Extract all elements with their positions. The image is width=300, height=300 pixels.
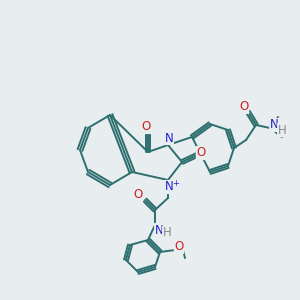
Text: +: +: [172, 178, 179, 188]
Text: N: N: [165, 131, 173, 145]
Text: N: N: [165, 181, 173, 194]
Text: O: O: [239, 100, 249, 113]
Text: O: O: [141, 121, 151, 134]
Text: N: N: [270, 118, 278, 131]
Text: O: O: [174, 241, 184, 254]
Text: O: O: [196, 146, 206, 160]
Text: O: O: [134, 188, 142, 202]
Text: N: N: [154, 224, 164, 236]
Text: H: H: [278, 124, 286, 136]
Text: H: H: [163, 226, 171, 239]
